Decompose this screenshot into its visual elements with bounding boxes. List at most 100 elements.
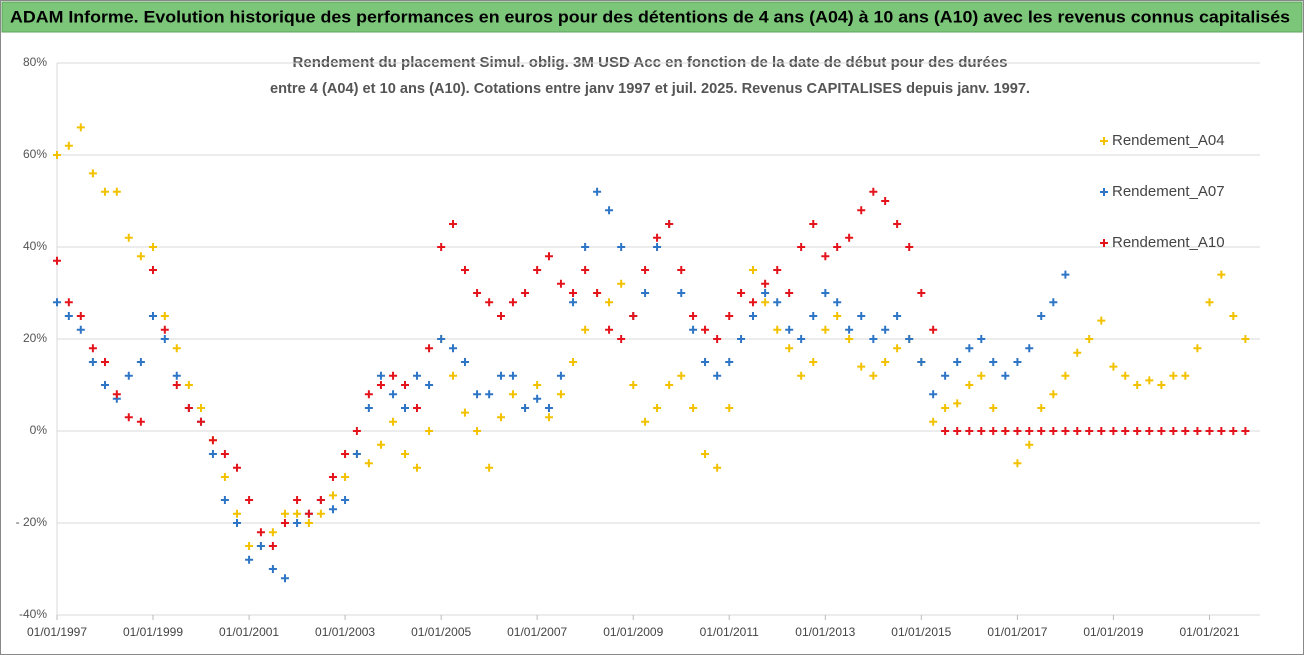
data-point [1145,427,1154,435]
data-point [437,243,446,251]
data-point [220,496,229,504]
data-point [184,381,193,389]
y-tick-label: 20% [23,331,47,345]
data-point [1037,312,1046,320]
data-point [232,509,241,518]
data-point [1073,348,1082,357]
chart-title: ADAM Informe. Evolution historique des p… [10,7,1290,26]
data-point [1013,427,1022,435]
data-point [977,335,986,343]
data-point [689,404,698,412]
x-tick-label: 01/01/2019 [1083,625,1143,639]
data-point [653,243,662,251]
data-point [929,325,938,334]
data-point [701,450,710,458]
data-point [1037,404,1046,412]
x-tick-label: 01/01/2001 [219,625,279,639]
data-point [989,358,998,366]
data-point [1205,427,1214,435]
data-point [881,325,890,334]
data-point [1205,298,1214,307]
data-point [809,358,818,366]
data-point [496,371,505,380]
data-point [809,312,818,320]
data-point [148,266,157,274]
data-point [449,371,458,380]
data-point [1013,358,1022,366]
data-point [1169,427,1178,435]
data-point [605,325,614,334]
x-tick-label: 01/01/2011 [700,625,759,639]
data-point [280,519,289,527]
legend-marker [1100,137,1108,145]
data-point [172,381,181,389]
data-point [629,312,638,320]
data-point [929,417,938,426]
data-point [389,417,398,426]
data-point [196,417,205,426]
data-point [508,371,517,380]
data-point [749,312,758,320]
data-point [701,358,710,366]
data-point [761,289,770,297]
data-point [245,542,254,550]
data-point [1061,427,1070,435]
data-point [508,298,517,307]
data-point [1133,381,1142,389]
x-tick-label: 01/01/2021 [1179,625,1239,639]
data-point [965,427,974,435]
data-point [1109,427,1118,435]
data-point [1109,362,1118,371]
data-point [569,358,578,366]
data-point [160,335,169,343]
data-point [581,243,590,251]
x-tick-label: 01/01/2017 [987,625,1047,639]
data-point [1013,459,1022,468]
data-point [581,266,590,274]
legend-label: Rendement_A10 [1112,234,1225,251]
data-point [857,362,866,371]
data-point [641,289,650,297]
data-point [1037,427,1046,435]
data-point [556,279,565,288]
data-point [785,325,794,334]
data-point [941,404,950,412]
data-point [544,404,553,412]
data-point [665,381,674,389]
data-point [629,381,638,389]
data-point [172,344,181,353]
data-point [460,358,469,366]
data-point [196,404,205,412]
data-point [533,381,542,389]
data-point [280,574,289,583]
data-point [88,169,97,178]
data-point [449,220,458,228]
data-point [1085,427,1094,435]
data-point [473,390,482,399]
data-point [556,390,565,399]
data-point [821,252,830,261]
data-point [965,381,974,389]
data-point [485,390,494,399]
data-point [641,266,650,274]
data-point [220,450,229,458]
data-point [496,413,505,422]
data-point [1025,440,1034,449]
data-point [268,528,277,537]
data-point [304,519,313,527]
data-point [569,289,578,297]
y-tick-label: -40% [19,607,47,621]
data-point [821,325,830,334]
legend-marker [1100,188,1108,196]
data-point [1133,427,1142,435]
data-point [737,289,746,297]
data-point [160,325,169,334]
data-point [1181,427,1190,435]
x-tick-label: 01/01/2003 [315,625,375,639]
data-point [857,206,866,215]
data-point [941,371,950,380]
data-point [581,325,590,334]
data-point [280,509,289,518]
data-point [148,312,157,320]
data-point [328,505,337,514]
